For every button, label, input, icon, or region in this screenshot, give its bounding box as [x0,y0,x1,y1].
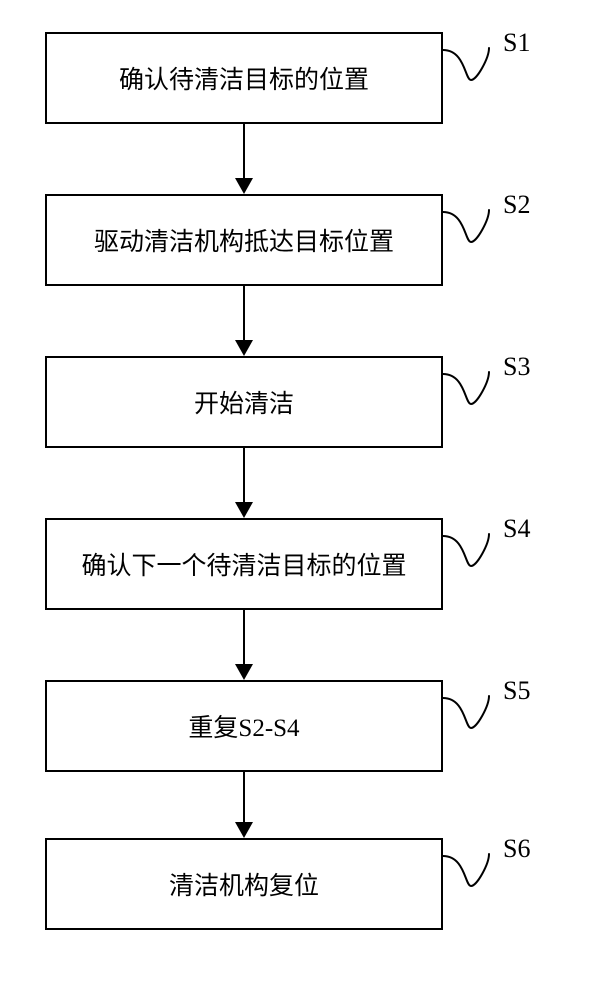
flow-step-id-label: S6 [503,834,530,864]
flow-step-box: 驱动清洁机构抵达目标位置 [45,194,443,286]
flow-step-id-label: S2 [503,190,530,220]
flowchart-canvas: 确认待清洁目标的位置 S1 驱动清洁机构抵达目标位置 S2 开始清洁 S3 确认下一个待清洁… [0,0,595,1000]
flow-step-box: 开始清洁 [45,356,443,448]
flow-step-id-text: S1 [503,28,530,57]
flow-step-id-label: S1 [503,28,530,58]
flow-step-box: 确认下一个待清洁目标的位置 [45,518,443,610]
flow-step-text: 驱动清洁机构抵达目标位置 [94,222,394,258]
flow-step-id-text: S2 [503,190,530,219]
flow-step-text: 确认下一个待清洁目标的位置 [81,546,406,582]
flow-step-id-text: S4 [503,514,530,543]
flow-step-text: 清洁机构复位 [169,866,319,902]
flow-step-id-label: S5 [503,676,530,706]
flow-step-box: 清洁机构复位 [45,838,443,930]
flow-step-id-text: S6 [503,834,530,863]
flow-step-text: 开始清洁 [194,384,294,420]
flow-step-box: 确认待清洁目标的位置 [45,32,443,124]
flow-step-id-label: S4 [503,514,530,544]
flow-step-id-label: S3 [503,352,530,382]
flow-step-text: 重复S2-S4 [188,708,299,744]
flow-step-text: 确认待清洁目标的位置 [119,60,369,96]
flow-step-id-text: S3 [503,352,530,381]
flow-step-id-text: S5 [503,676,530,705]
flow-step-box: 重复S2-S4 [45,680,443,772]
